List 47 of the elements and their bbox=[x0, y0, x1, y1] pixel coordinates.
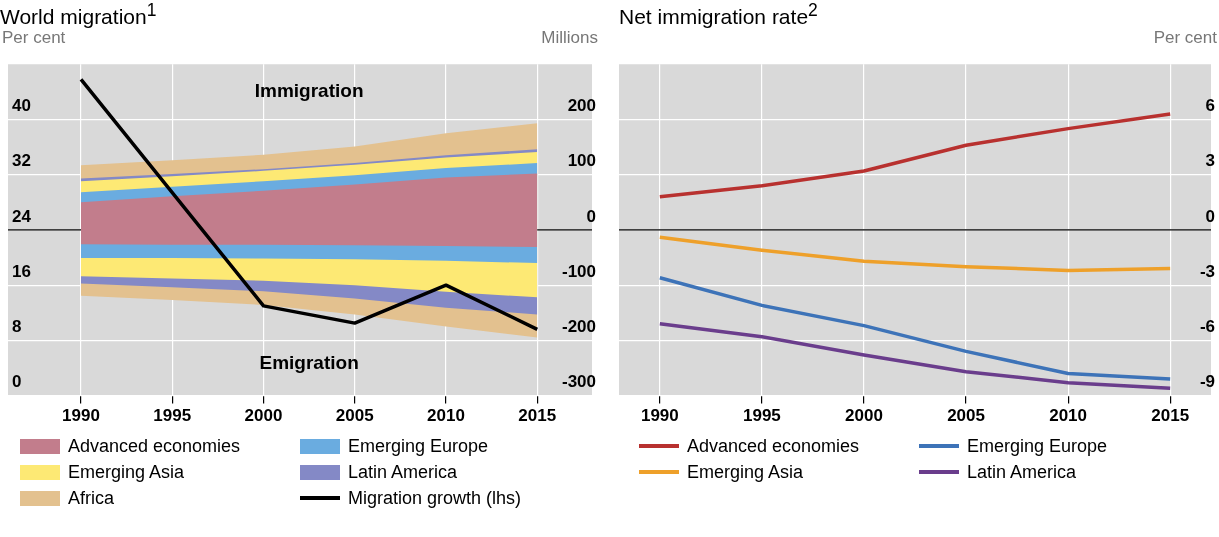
annotation: Immigration bbox=[254, 80, 364, 102]
y-tick-label: 8 bbox=[12, 317, 22, 337]
y2-tick-label: 3 bbox=[1205, 151, 1215, 171]
y-tick-label: 16 bbox=[12, 261, 31, 281]
legend-label: Advanced economies bbox=[68, 435, 241, 457]
x-tick-label: 2010 bbox=[427, 406, 465, 426]
y2-tick-label: -3 bbox=[1199, 261, 1215, 281]
legend-label: Migration growth (lhs) bbox=[348, 487, 522, 509]
y2-tick-label: -100 bbox=[561, 261, 596, 281]
legend-label: Emerging Europe bbox=[348, 435, 489, 457]
y2-tick-label: -6 bbox=[1199, 317, 1215, 337]
chart-title: World migration$^{1}$ bbox=[0, 0, 158, 28]
legend-label: Advanced economies bbox=[687, 435, 860, 457]
y-tick-label: 32 bbox=[12, 151, 31, 171]
x-tick-label: 2015 bbox=[518, 406, 557, 426]
y2-tick-label: -200 bbox=[561, 317, 596, 337]
y-tick-label: 0 bbox=[12, 372, 22, 392]
y2-axis-title: Millions bbox=[541, 28, 598, 48]
annotation: Emigration bbox=[259, 351, 359, 373]
x-tick-label: 1990 bbox=[62, 406, 100, 426]
legend-label: Latin America bbox=[348, 461, 458, 483]
x-tick-label: 1995 bbox=[742, 406, 781, 426]
chart-title: Net immigration rate$^{2}$ bbox=[619, 0, 819, 28]
x-tick-label: 2005 bbox=[335, 406, 374, 426]
y-tick-label: 40 bbox=[12, 96, 31, 116]
x-tick-label: 2015 bbox=[1151, 406, 1190, 426]
y-tick-label: 24 bbox=[12, 206, 32, 226]
y2-tick-label: 0 bbox=[586, 206, 596, 226]
x-tick-label: 2000 bbox=[244, 406, 283, 426]
x-tick-label: 1995 bbox=[153, 406, 192, 426]
y2-tick-label: -300 bbox=[561, 372, 596, 392]
legend-label: Emerging Asia bbox=[687, 461, 804, 483]
x-tick-label: 1990 bbox=[640, 406, 679, 426]
legend-label: Africa bbox=[68, 487, 115, 509]
y2-tick-label: -9 bbox=[1199, 372, 1215, 392]
legend-label: Emerging Europe bbox=[967, 435, 1108, 457]
y2-axis-title: Per cent bbox=[1153, 28, 1217, 48]
legend-label: Emerging Asia bbox=[68, 461, 185, 483]
y2-tick-label: 0 bbox=[1205, 206, 1215, 226]
y2-tick-label: 200 bbox=[567, 96, 596, 116]
y2-tick-label: 6 bbox=[1205, 96, 1215, 116]
x-tick-label: 2005 bbox=[947, 406, 985, 426]
legend-label: Latin America bbox=[967, 461, 1077, 483]
x-tick-label: 2000 bbox=[845, 406, 883, 426]
x-tick-label: 2010 bbox=[1049, 406, 1088, 426]
y2-tick-label: 100 bbox=[567, 151, 596, 171]
y-axis-title: Per cent bbox=[2, 28, 66, 48]
